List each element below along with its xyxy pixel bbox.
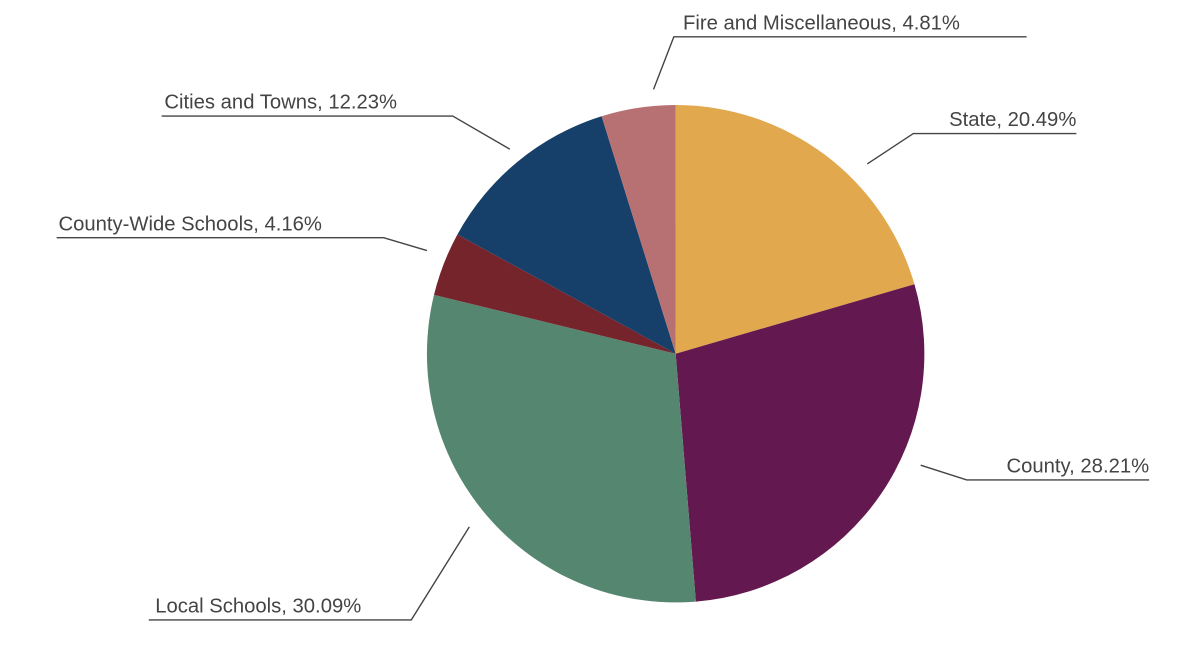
leader-line [652,36,1027,90]
data-label: County, 28.21% [1007,456,1150,478]
leader-line [161,115,511,150]
leader-line [866,132,1077,165]
pie-slice [457,116,676,354]
data-label: County-Wide Schools, 4.16% [58,213,321,235]
leader-line [920,464,1150,481]
data-label: Local Schools, 30.09% [155,596,361,618]
pie-slice [433,234,676,354]
pie-slice [675,284,925,602]
pie-slice [675,105,915,354]
data-label: State, 20.49% [949,109,1076,131]
data-label: Fire and Miscellaneous, 4.81% [683,12,960,34]
pie-slice [601,105,676,354]
data-label: Cities and Towns, 12.23% [164,92,397,114]
pie-slice [426,294,696,603]
leader-line [56,236,428,252]
leader-line [148,526,470,621]
